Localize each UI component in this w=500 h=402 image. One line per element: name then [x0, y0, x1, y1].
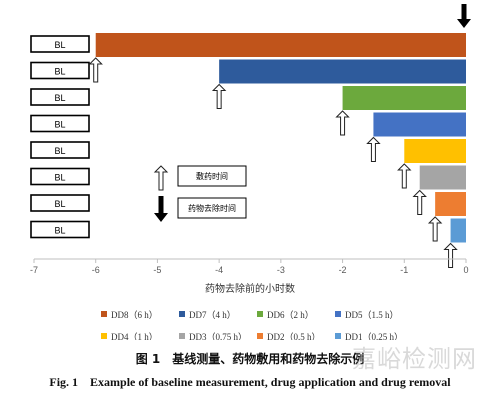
- baseline-box: [30, 220, 90, 239]
- legend-swatch: [335, 333, 341, 339]
- application-arrow: [443, 242, 458, 268]
- legend-label: DD7（4 h）: [189, 310, 236, 320]
- application-arrow: [427, 216, 443, 242]
- legend-label: DD5（1.5 h）: [345, 310, 399, 320]
- key-label: 药物去除时间: [188, 203, 236, 213]
- baseline-label: BL: [54, 199, 65, 209]
- bar: [435, 192, 466, 216]
- baseline-label: BL: [54, 173, 65, 183]
- key-label: 敷药时间: [196, 171, 228, 181]
- bar: [373, 112, 466, 137]
- x-tick-label: -4: [215, 265, 223, 275]
- figure-caption-chinese: 图 1 基线测量、药物敷用和药物去除示例: [135, 352, 365, 366]
- chart-figure: BL BL BL BL BL BL BL BL -7 -6 -5 -4 -3 -2 -1 0 药物去除前的小时…: [30, 4, 471, 340]
- bar: [404, 139, 466, 163]
- removal-arrow: [457, 4, 471, 28]
- bar: [419, 165, 466, 190]
- baseline-box: [30, 114, 90, 133]
- baseline-boxes: BL BL BL BL BL BL BL BL: [30, 35, 90, 239]
- bars-group: [95, 33, 466, 243]
- legend-label: DD8（6 h）: [111, 310, 158, 320]
- key-filled-arrow-icon: [154, 196, 168, 222]
- x-tick-label: -3: [277, 265, 285, 275]
- bar: [450, 218, 466, 243]
- legend-swatch: [257, 333, 263, 339]
- legend-label: DD6（2 h）: [267, 310, 314, 320]
- legend-swatch: [257, 311, 263, 317]
- legend-label: DD3（0.75 h）: [189, 332, 247, 340]
- baseline-box: [30, 88, 90, 106]
- application-arrow: [211, 83, 227, 109]
- legend-swatch: [335, 311, 341, 317]
- key-open-arrow-icon: [153, 165, 169, 191]
- legend-label: DD1（0.25 h）: [345, 332, 403, 340]
- legend-swatch: [101, 311, 107, 317]
- baseline-box: [30, 167, 90, 186]
- legend-label: DD2（0.5 h）: [267, 332, 321, 340]
- legend-label: DD4（1 h）: [111, 332, 158, 340]
- bar: [95, 33, 466, 57]
- x-tick-label: -2: [339, 265, 347, 275]
- bar: [219, 59, 466, 84]
- legend-swatch: [101, 333, 107, 339]
- x-tick-label: 0: [463, 265, 468, 275]
- baseline-box: [30, 61, 90, 80]
- x-tick-label: -5: [153, 265, 161, 275]
- application-arrow: [397, 163, 412, 189]
- x-axis: -7 -6 -5 -4 -3 -2 -1 0 药物去除前的小时数: [30, 258, 469, 295]
- baseline-box: [30, 35, 90, 53]
- application-arrow: [412, 189, 427, 215]
- baseline-label: BL: [54, 93, 65, 103]
- application-arrow: [366, 136, 381, 162]
- bar: [342, 86, 466, 110]
- legend-swatch: [179, 333, 185, 339]
- baseline-label: BL: [54, 226, 65, 236]
- x-axis-title: 药物去除前的小时数: [205, 282, 295, 295]
- x-tick-label: -6: [92, 265, 100, 275]
- baseline-box: [30, 141, 90, 159]
- key-box: [177, 165, 247, 187]
- application-arrow: [88, 57, 103, 83]
- watermark: 嘉峪检测网: [352, 345, 477, 373]
- baseline-box: [30, 194, 90, 212]
- baseline-label: BL: [54, 120, 65, 130]
- arrows-group: [88, 4, 471, 268]
- x-tick-label: -1: [400, 265, 408, 275]
- x-tick-label: -7: [30, 265, 38, 275]
- legend-swatch: [179, 311, 185, 317]
- application-arrow: [335, 110, 350, 136]
- baseline-label: BL: [54, 146, 65, 156]
- baseline-label: BL: [54, 67, 65, 77]
- baseline-label: BL: [54, 40, 65, 50]
- key-box: [177, 197, 247, 219]
- legend: DD8（6 h） DD7（4 h） DD6（2 h） DD5（1.5 h） DD4（1 …: [101, 310, 403, 340]
- figure-caption-english: Fig. 1 Example of baseline measurement, …: [49, 375, 451, 389]
